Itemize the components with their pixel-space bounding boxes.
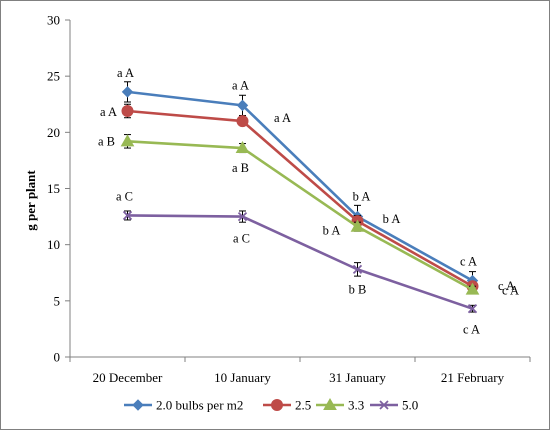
significance-label: a A — [100, 105, 117, 119]
significance-label: c A — [463, 323, 480, 337]
significance-label: b B — [349, 282, 367, 296]
series-line — [127, 214, 473, 310]
series-line — [127, 90, 474, 282]
marker-diamond — [132, 399, 144, 411]
legend-label: 2.5 — [295, 398, 311, 413]
y-tick-label: 30 — [47, 13, 60, 28]
marker-triangle — [350, 219, 365, 232]
significance-label: c A — [498, 279, 515, 293]
y-axis-title: g per plant — [23, 170, 38, 231]
significance-label: a B — [98, 134, 115, 148]
marker-x-stroke — [122, 210, 133, 221]
marker-x-stroke — [467, 304, 478, 314]
legend-item-1: 2.0 bulbs per m2 — [124, 398, 243, 413]
significance-label: a C — [116, 189, 133, 203]
significance-label: a A — [274, 111, 291, 125]
significance-label: a C — [233, 232, 250, 246]
y-tick-label: 25 — [47, 69, 60, 84]
marker-triangle — [120, 134, 135, 147]
axes: 0 5 10 15 20 25 30 20 December 10 January 31 Janu… — [23, 13, 531, 385]
marker-diamond — [236, 99, 249, 112]
series-line — [127, 140, 474, 291]
significance-label: a A — [232, 78, 249, 92]
series-3 — [120, 134, 480, 295]
y-tick-label: 20 — [47, 125, 60, 140]
legend-label: 2.0 bulbs per m2 — [156, 398, 243, 413]
marker-triangle — [235, 141, 250, 154]
significance-label: c A — [460, 255, 477, 269]
significance-label: b A — [353, 190, 371, 204]
marker-triangle — [323, 397, 337, 410]
y-tick-label: 5 — [54, 293, 61, 308]
marker-x — [122, 210, 133, 221]
marker-x-stroke — [379, 400, 389, 410]
marker-x — [379, 400, 389, 410]
series-4 — [122, 210, 478, 314]
marker-diamond — [121, 86, 134, 98]
significance-label: b A — [323, 224, 341, 238]
legend-label: 3.3 — [348, 398, 364, 413]
y-tick-label: 10 — [47, 237, 60, 252]
marker-x-stroke — [352, 264, 363, 275]
legend-label: 5.0 — [402, 398, 418, 413]
significance-label: b A — [383, 212, 401, 226]
annotation-labels: a A a A b A c A a A a A b A c A a B a B b A c A a C a… — [98, 66, 519, 337]
marker-triangle — [465, 282, 480, 295]
legend-item-4: 5.0 — [370, 398, 418, 413]
legend-item-3: 3.3 — [316, 398, 364, 413]
significance-label: c A — [502, 284, 519, 298]
significance-label: a A — [117, 66, 134, 80]
marker-circle — [121, 104, 134, 117]
marker-circle — [271, 399, 283, 411]
x-tick-label: 10 January — [214, 370, 271, 385]
marker-x — [352, 264, 363, 275]
legend-item-2: 2.5 — [263, 398, 311, 413]
series-area — [120, 81, 480, 314]
x-tick-label: 20 December — [93, 370, 163, 385]
y-tick-label: 15 — [47, 181, 60, 196]
marker-x — [237, 211, 248, 222]
marker-x-stroke — [237, 211, 248, 222]
x-tick-label: 21 February — [441, 370, 505, 385]
x-tick-label: 31 January — [329, 370, 386, 385]
y-tick-label: 0 — [54, 350, 61, 365]
marker-circle — [236, 115, 249, 128]
legend: 2.0 bulbs per m2 2.5 3.3 5.0 — [124, 398, 418, 413]
series-line — [127, 109, 474, 288]
marker-x — [467, 304, 478, 314]
significance-label: a B — [232, 161, 249, 175]
